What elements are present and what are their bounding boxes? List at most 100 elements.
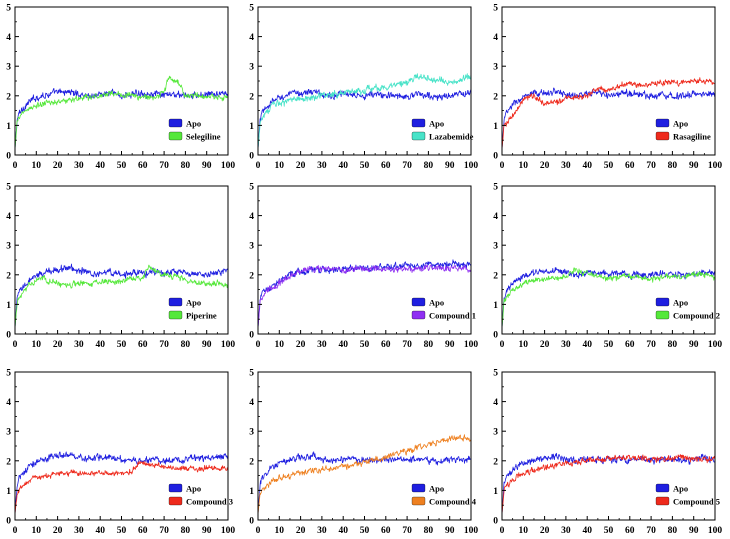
legend: Apo Compound 3	[168, 484, 233, 507]
y-tick-label: 3	[249, 428, 254, 438]
series-line-apo	[14, 451, 229, 515]
chart-panel-2: 0 10 20 30 40 50 60 70 80 90 100 0 1 2 3 4 5 Apo Lazabemid…	[249, 4, 478, 172]
legend-label: Apo	[673, 119, 688, 129]
y-tick-label: 4	[493, 33, 498, 43]
legend-swatch	[655, 483, 670, 493]
x-tick-label: 90	[202, 161, 212, 171]
x-tick-label: 80	[181, 161, 191, 171]
x-tick-label: 10	[519, 340, 529, 350]
legend-label: Compound 4	[429, 497, 477, 507]
y-tick-label: 3	[493, 63, 498, 73]
x-tick-label: 10	[275, 340, 285, 350]
y-tick-label: 1	[6, 301, 11, 311]
x-tick-label: 80	[668, 526, 678, 536]
y-tick-label: 0	[249, 331, 254, 341]
y-tick-label: 5	[493, 183, 498, 193]
legend-swatch	[168, 310, 183, 320]
x-tick-label: 70	[402, 161, 412, 171]
x-tick-label: 30	[561, 161, 571, 171]
legend-swatch	[411, 118, 426, 128]
y-tick-label: 5	[493, 369, 498, 379]
y-tick-label: 5	[6, 369, 11, 379]
legend-swatch	[655, 310, 670, 320]
y-tick-label: 2	[6, 457, 11, 467]
y-tick-label: 3	[493, 242, 498, 252]
x-tick-label: 40	[582, 526, 592, 536]
x-tick-label: 30	[561, 526, 571, 536]
y-tick-label: 1	[493, 301, 498, 311]
x-tick-label: 30	[74, 340, 84, 350]
x-tick-label: 100	[708, 526, 723, 536]
legend-label: Apo	[186, 298, 201, 308]
y-tick-label: 2	[249, 457, 254, 467]
y-tick-label: 0	[249, 517, 254, 527]
series-line-compound-3	[14, 460, 229, 515]
x-tick-label: 70	[402, 526, 412, 536]
x-tick-label: 90	[202, 526, 212, 536]
y-tick-label: 1	[6, 122, 11, 132]
y-tick-label: 2	[493, 457, 498, 467]
x-tick-label: 0	[256, 340, 261, 350]
chart-panel-4: 0 10 20 30 40 50 60 70 80 90 100 0 1 2 3 4 5 Apo Piperine	[6, 183, 235, 351]
legend-label: Compound 2	[673, 311, 720, 321]
x-tick-label: 0	[13, 526, 18, 536]
legend: Apo Piperine	[168, 298, 217, 321]
x-tick-label: 60	[625, 526, 635, 536]
y-tick-label: 3	[249, 63, 254, 73]
legend-swatch	[168, 118, 183, 128]
y-tick-label: 1	[493, 487, 498, 497]
legend-swatch	[655, 131, 670, 141]
y-tick-label: 3	[6, 428, 11, 438]
y-tick-label: 1	[249, 301, 254, 311]
y-tick-label: 5	[6, 183, 11, 193]
x-tick-label: 50	[117, 340, 127, 350]
y-tick-label: 0	[493, 152, 498, 162]
y-tick-label: 5	[493, 4, 498, 14]
y-tick-label: 5	[6, 4, 11, 14]
x-tick-label: 30	[74, 161, 84, 171]
chart-panel-6: 0 10 20 30 40 50 60 70 80 90 100 0 1 2 3 4 5 Apo Compound …	[493, 183, 722, 351]
x-tick-label: 10	[519, 161, 529, 171]
x-tick-label: 90	[445, 161, 455, 171]
y-tick-label: 1	[249, 122, 254, 132]
y-tick-label: 2	[493, 92, 498, 102]
x-tick-label: 10	[519, 526, 529, 536]
x-tick-label: 10	[275, 161, 285, 171]
x-tick-label: 100	[708, 340, 723, 350]
x-tick-label: 80	[181, 340, 191, 350]
legend: Apo Rasagiline	[655, 119, 711, 142]
y-tick-label: 4	[6, 212, 11, 222]
y-tick-label: 0	[493, 517, 498, 527]
series-line-apo	[257, 451, 472, 515]
series-line-apo	[501, 87, 716, 150]
legend-label: Compound 1	[429, 311, 476, 321]
x-tick-label: 0	[256, 161, 261, 171]
y-tick-label: 1	[249, 487, 254, 497]
x-tick-label: 50	[360, 526, 370, 536]
x-tick-label: 60	[381, 161, 391, 171]
legend-label: Apo	[186, 484, 201, 494]
y-tick-label: 4	[249, 398, 254, 408]
x-tick-label: 20	[53, 526, 63, 536]
series-line-rasagiline	[501, 77, 716, 150]
y-tick-label: 2	[249, 92, 254, 102]
x-tick-label: 30	[317, 340, 327, 350]
legend: Apo Lazabemide	[411, 118, 474, 142]
x-tick-label: 30	[561, 340, 571, 350]
y-tick-label: 3	[493, 428, 498, 438]
y-tick-label: 4	[6, 33, 11, 43]
x-tick-label: 70	[402, 340, 412, 350]
series-line-compound-2	[501, 267, 716, 329]
x-tick-label: 0	[13, 161, 18, 171]
legend-swatch	[411, 496, 426, 506]
x-tick-label: 50	[117, 526, 127, 536]
y-tick-label: 0	[249, 152, 254, 162]
x-tick-label: 80	[424, 526, 434, 536]
x-tick-label: 40	[95, 340, 105, 350]
x-tick-label: 40	[582, 161, 592, 171]
y-tick-label: 0	[6, 517, 11, 527]
x-tick-label: 60	[138, 340, 148, 350]
x-tick-label: 50	[360, 161, 370, 171]
legend-label: Apo	[429, 484, 444, 494]
